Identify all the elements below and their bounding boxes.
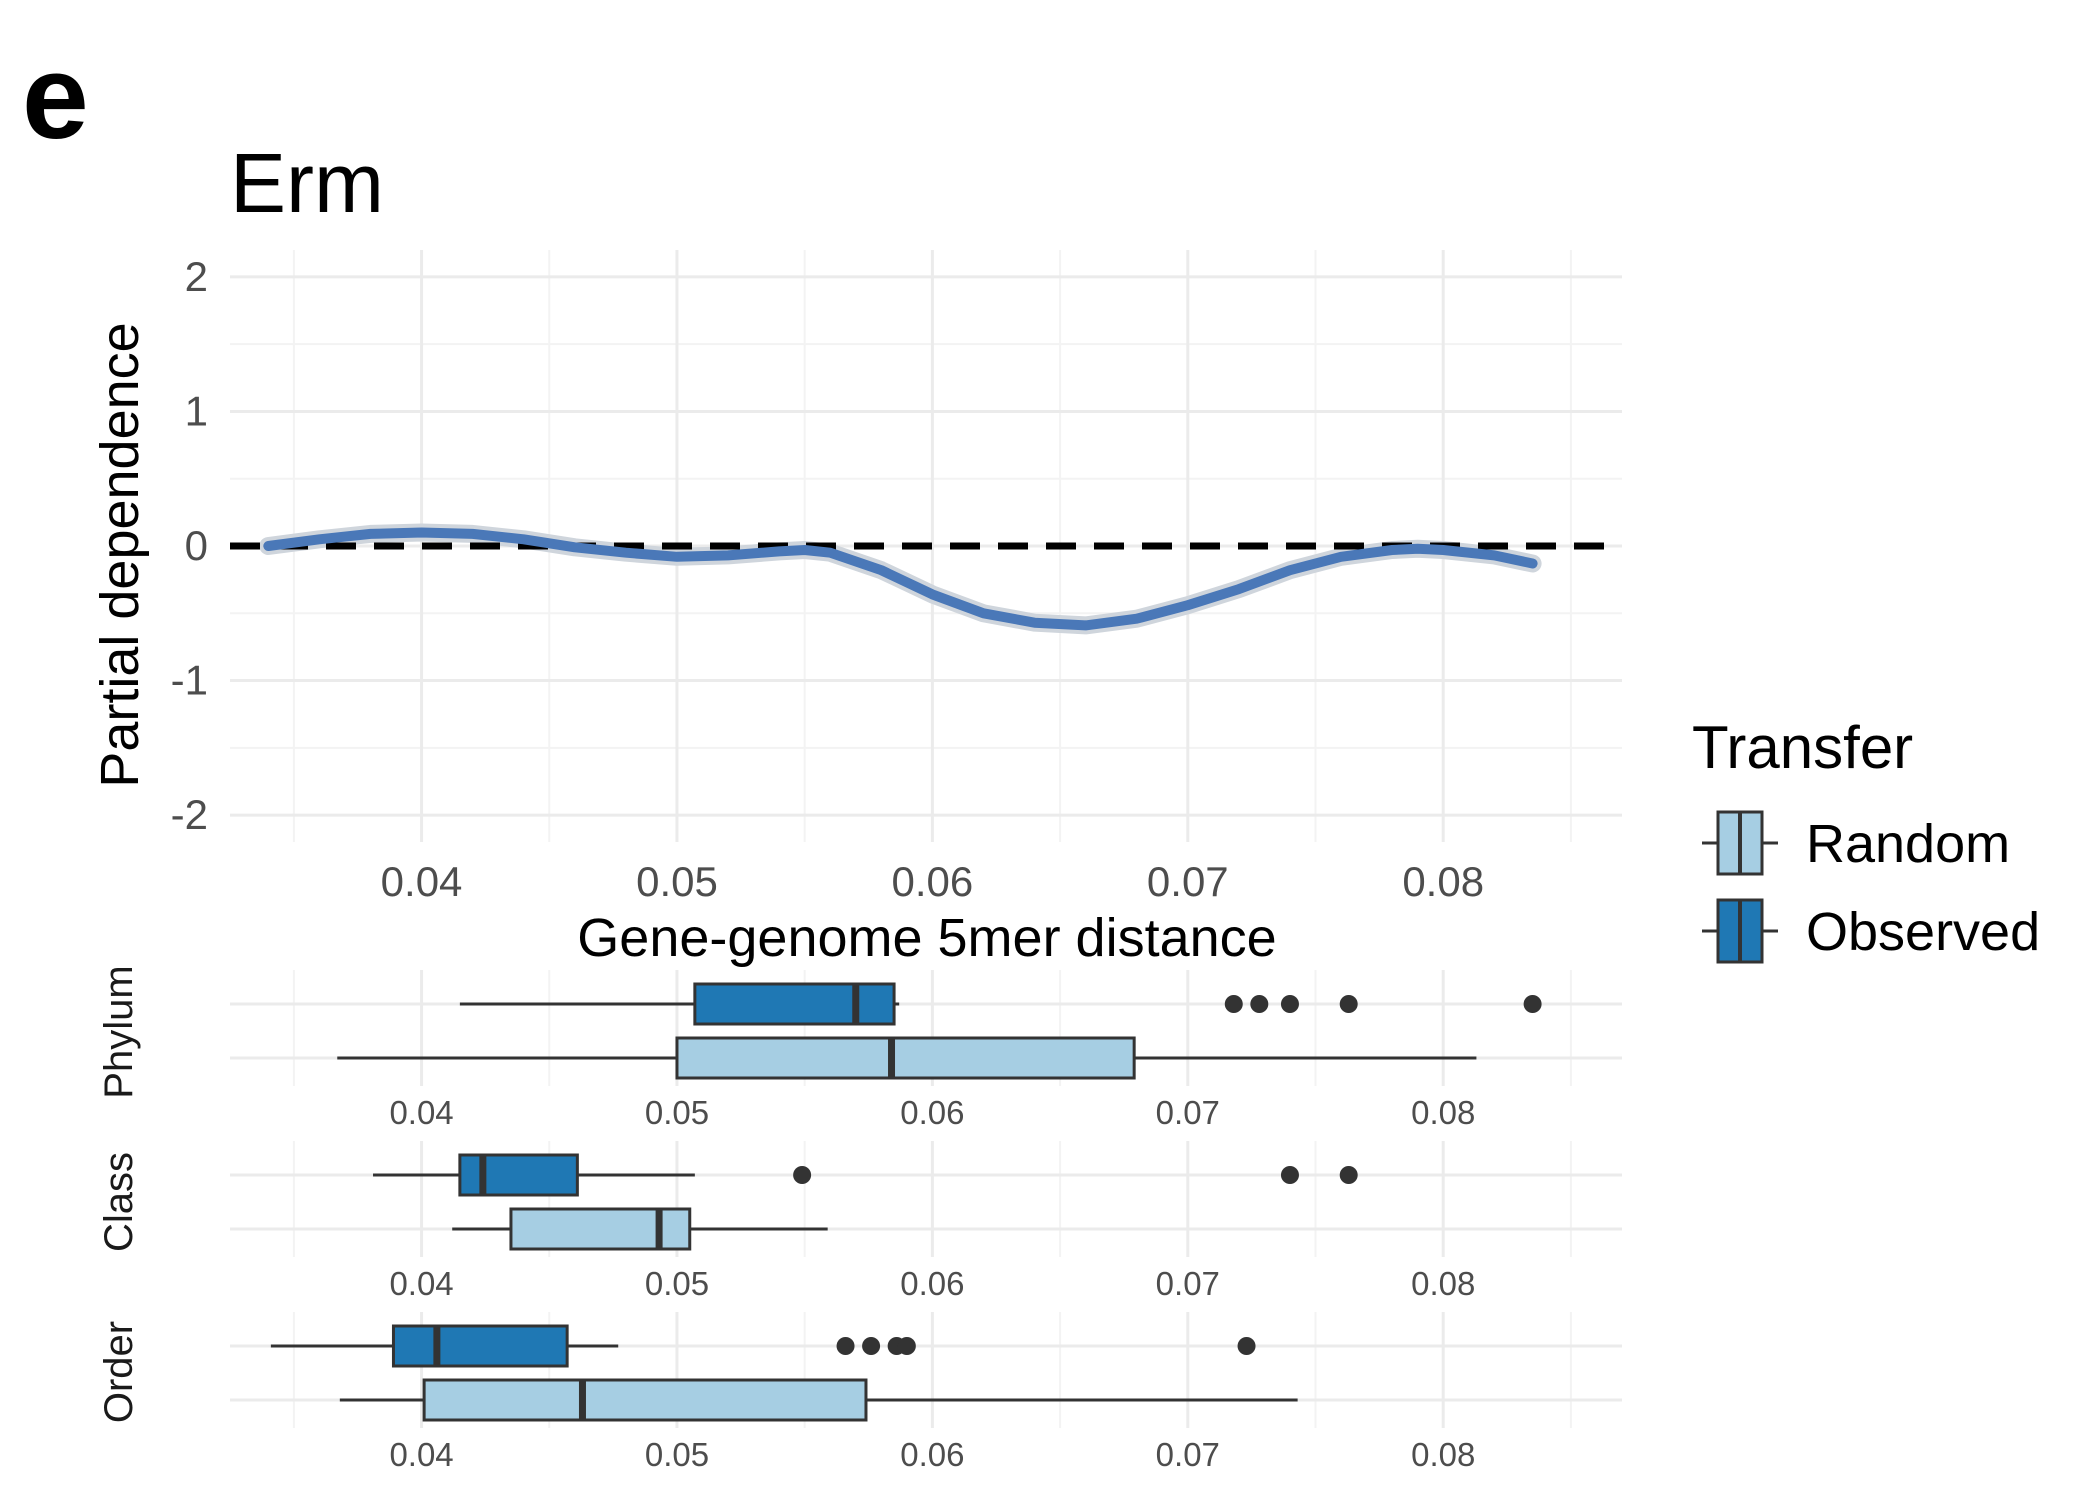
box-iqr [693, 982, 896, 1026]
partial-dependence-line [263, 527, 1538, 631]
facet-order: 0.04 0.05 0.06 0.07 0.08 [230, 1312, 1622, 1473]
outlier-point [1280, 1166, 1299, 1184]
x-axis-label: Gene-genome 5mer distance [577, 908, 1276, 968]
x-tick-label: 0.07 [1147, 858, 1229, 905]
y-tick-label: 0 [185, 522, 208, 569]
facet-label-order: Order [97, 1321, 141, 1423]
box-observed [459, 982, 1542, 1026]
x-tick-label: 0.08 [1411, 1265, 1475, 1302]
facet-class: 0.04 0.05 0.06 0.07 0.08 [230, 1141, 1622, 1302]
box-observed [270, 1324, 1256, 1368]
box-iqr [675, 1036, 1136, 1080]
box-random [339, 1378, 1298, 1422]
outlier-point [897, 1337, 916, 1355]
legend-key-random [1702, 810, 1778, 876]
x-tick-label: 0.07 [1156, 1436, 1220, 1473]
legend-label-random: Random [1806, 814, 2010, 874]
legend-title: Transfer [1692, 714, 1913, 781]
x-tick-label: 0.05 [645, 1094, 709, 1131]
y-axis-label: Partial dependence [90, 322, 150, 787]
outlier-point [1339, 1166, 1358, 1184]
x-tick-label: 0.08 [1402, 858, 1484, 905]
x-tick-label: 0.04 [381, 858, 463, 905]
outlier-point [1523, 995, 1542, 1013]
box-iqr [509, 1207, 692, 1251]
outlier-point [1237, 1337, 1256, 1355]
facet-label-phylum: Phylum [97, 965, 141, 1098]
box-iqr [422, 1378, 868, 1422]
facet-phylum: 0.04 0.05 0.06 0.07 0.08 [230, 970, 1622, 1131]
partial-dependence-panel: -2 -1 0 1 2 0.04 0.05 0.06 0.07 0.08 [171, 250, 1622, 905]
x-tick-label: 0.06 [900, 1265, 964, 1302]
box-observed [373, 1153, 1358, 1197]
outlier-point [1280, 995, 1299, 1013]
facet-label-class: Class [97, 1152, 141, 1252]
outlier-point [836, 1337, 855, 1355]
outlier-point [1339, 995, 1358, 1013]
x-tick-label: 0.08 [1411, 1436, 1475, 1473]
x-tick-label: 0.06 [892, 858, 974, 905]
x-tick-label: 0.04 [389, 1094, 453, 1131]
outlier-point [862, 1337, 881, 1355]
legend-key-observed [1702, 898, 1778, 964]
x-tick-label: 0.06 [900, 1094, 964, 1131]
box-random [452, 1207, 828, 1251]
outlier-point [1224, 995, 1243, 1013]
box-iqr [391, 1324, 569, 1368]
box-iqr [458, 1153, 579, 1197]
outlier-point [793, 1166, 812, 1184]
x-tick-label: 0.05 [636, 858, 718, 905]
x-tick-label: 0.05 [645, 1265, 709, 1302]
x-tick-label: 0.07 [1156, 1094, 1220, 1131]
chart-title: Erm [230, 136, 384, 230]
x-tick-label: 0.07 [1156, 1265, 1220, 1302]
x-tick-label: 0.04 [389, 1265, 453, 1302]
x-tick-label: 0.06 [900, 1436, 964, 1473]
legend-label-observed: Observed [1806, 902, 2040, 962]
y-tick-label: 2 [185, 253, 208, 300]
outlier-point [1250, 995, 1269, 1013]
legend: Transfer Random Observed [1692, 714, 2040, 964]
panel-letter: e [22, 30, 89, 164]
x-tick-label: 0.04 [389, 1436, 453, 1473]
box-random [337, 1036, 1477, 1080]
y-tick-label: -2 [171, 791, 208, 838]
x-tick-label: 0.08 [1411, 1094, 1475, 1131]
y-tick-label: 1 [185, 387, 208, 434]
x-tick-label: 0.05 [645, 1436, 709, 1473]
y-tick-label: -1 [171, 657, 208, 704]
